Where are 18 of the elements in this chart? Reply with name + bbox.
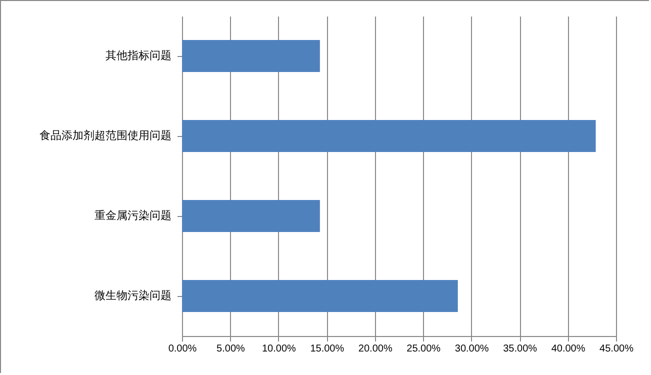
x-tick-label: 0.00% (168, 344, 197, 354)
bar (182, 280, 458, 312)
bar (182, 40, 320, 72)
x-tick-label: 35.00% (503, 344, 538, 354)
x-tick-label: 25.00% (406, 344, 441, 354)
x-tick-label: 20.00% (358, 344, 392, 354)
x-tick-label: 40.00% (551, 344, 586, 354)
x-tick-label: 5.00% (216, 344, 246, 354)
x-tick-label: 15.00% (310, 344, 344, 354)
bar (182, 200, 320, 232)
bar (182, 120, 596, 152)
x-tick-label: 45.00% (600, 344, 634, 354)
y-tick-label: 其他指标问题 (106, 49, 172, 62)
x-tick-label: 10.00% (262, 344, 296, 354)
y-tick-label: 微生物污染问题 (94, 289, 172, 302)
x-tick-label: 30.00% (454, 344, 489, 354)
y-tick-label: 食品添加剂超范围使用问题 (40, 129, 172, 142)
y-tick-label: 重金属污染问题 (94, 209, 172, 222)
